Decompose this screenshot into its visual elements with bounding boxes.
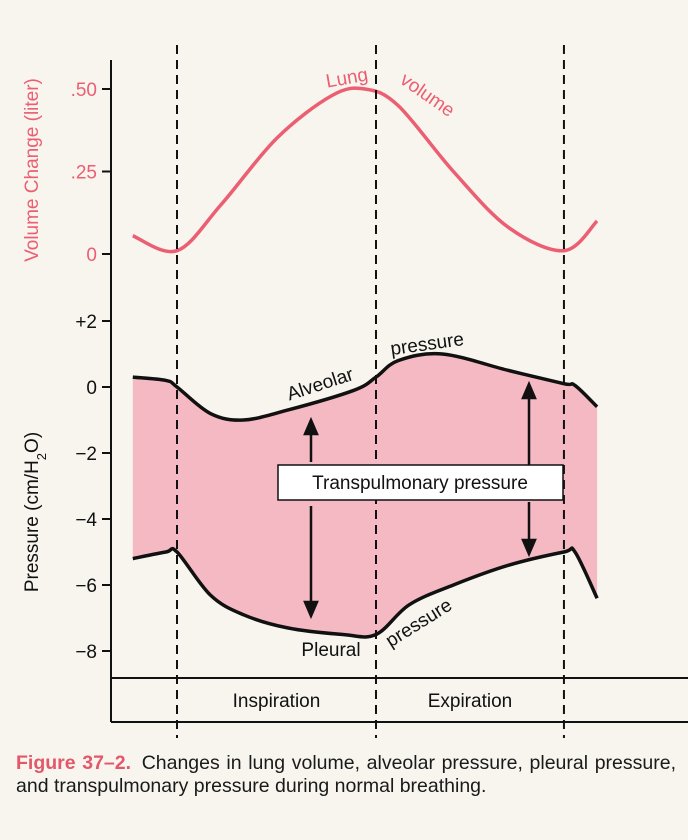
phase-label-expiration: Expiration [428, 691, 513, 712]
transpulmonary-box [277, 464, 564, 501]
volume-tick-group: .50 .25 0 [71, 80, 111, 266]
caption-text: Changes in lung volume, alveolar pressur… [16, 752, 676, 797]
volume-axis-title: Volume Change (liter) [22, 78, 43, 262]
pressure-tick-label-3: −4 [75, 510, 97, 531]
lung-volume-line [132, 86, 599, 254]
volume-tick-label-1: .25 [71, 163, 97, 184]
transpulmonary-arrows [303, 380, 537, 620]
arrow-left-up-head [303, 416, 319, 436]
arrow-right-up-head [521, 380, 537, 400]
lung-mechanics-figure: .50 .25 0 +2 0 −2 −4 −6 −8 Inspiration Expirati… [22, 45, 688, 738]
volume-tick-label-0: .50 [71, 80, 97, 101]
pressure-tick-label-0: +2 [75, 312, 97, 333]
pressure-axis-title: Pressure (cm/H2O) [22, 432, 49, 592]
volume-tick-label-2: 0 [86, 245, 97, 266]
pleural-label: Pleural [301, 640, 360, 661]
figure-number: Figure 37–2. [16, 752, 132, 774]
pressure-tick-label-2: −2 [75, 444, 97, 465]
arrow-right-down-head [521, 538, 537, 558]
transpulmonary-label: Transpulmonary pressure [312, 473, 528, 494]
pressure-tick-label-5: −8 [75, 642, 97, 663]
phase-divider-group [176, 45, 565, 738]
pressure-tick-label-1: 0 [86, 378, 97, 399]
alveolar-pressure-line [132, 351, 599, 422]
arrow-left-down-head [303, 600, 319, 620]
figure-caption: Figure 37–2. Changes in lung volume, alv… [16, 752, 676, 798]
pressure-tick-group: +2 0 −2 −4 −6 −8 [75, 312, 111, 663]
phase-label-inspiration: Inspiration [233, 691, 321, 712]
pleural-pressure-line [132, 546, 599, 639]
pressure-tick-label-4: −6 [75, 576, 97, 597]
